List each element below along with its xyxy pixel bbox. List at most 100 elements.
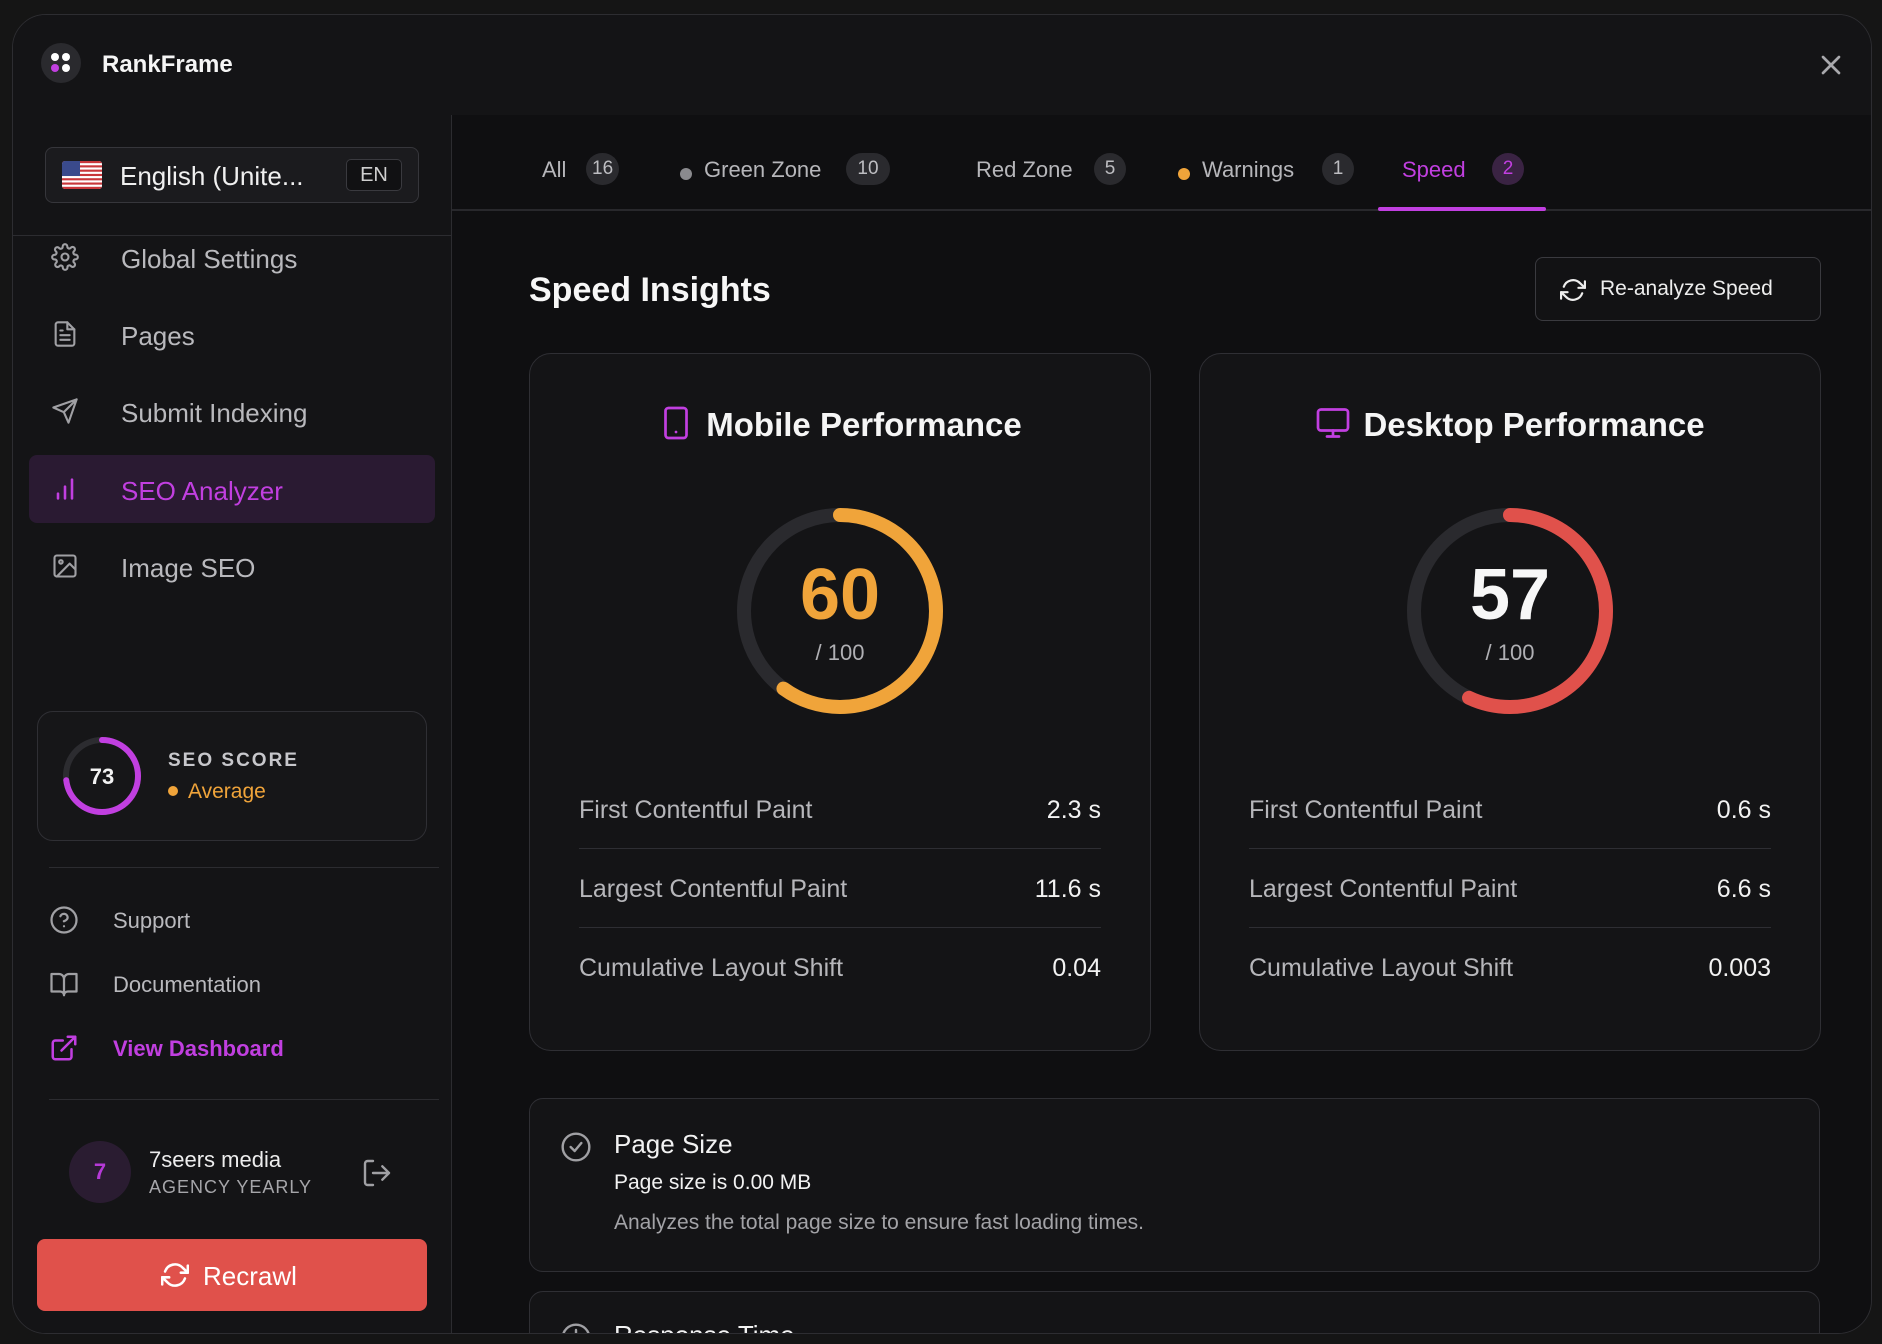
metric-name: Largest Contentful Paint [1249, 875, 1518, 903]
main-panel: All 16 Green Zone 10 Red Zone 5 Warnings… [452, 115, 1871, 1333]
check-title: Page Size [614, 1129, 733, 1159]
metric-name: Cumulative Layout Shift [1249, 954, 1514, 982]
metric-name: Cumulative Layout Shift [579, 954, 844, 982]
tab-green-zone[interactable]: Green Zone 10 [680, 147, 900, 207]
tab-bar: All 16 Green Zone 10 Red Zone 5 Warnings… [452, 115, 1871, 211]
card-header: Desktop Performance [1200, 406, 1820, 447]
metric-row: First Contentful Paint 2.3 s [579, 770, 1101, 849]
mobile-score-value: 60 [799, 555, 881, 635]
documentation-label: Documentation [113, 972, 261, 997]
tab-count: 2 [1492, 153, 1524, 185]
title-bar: RankFrame [13, 15, 1871, 115]
seo-score-label: SEO SCORE [168, 750, 299, 771]
refresh-icon [1560, 279, 1586, 301]
active-tab-indicator [1378, 207, 1546, 211]
sidebar-item-seo-analyzer[interactable]: SEO Analyzer [29, 455, 435, 523]
tab-label: All [542, 157, 567, 182]
card-header: Mobile Performance [530, 406, 1150, 447]
logout-icon [363, 1159, 391, 1187]
page-title: Speed Insights [529, 271, 771, 309]
language-selector[interactable]: English (Unite... EN [45, 147, 419, 203]
tab-count: 10 [846, 153, 890, 185]
reanalyze-speed-button[interactable]: Re-analyze Speed [1535, 257, 1821, 321]
seo-score-ring: 73 [62, 736, 142, 816]
app-window: RankFrame English (Unite... [12, 14, 1872, 1334]
external-link-icon [51, 1035, 77, 1061]
language-name: English (Unite... [120, 161, 304, 191]
sidebar-item-label: Pages [121, 321, 195, 351]
tab-all[interactable]: All 16 [542, 147, 640, 207]
recrawl-button[interactable]: Recrawl [37, 1239, 427, 1311]
close-button[interactable] [1815, 49, 1847, 81]
book-icon [50, 972, 78, 997]
monitor-icon [1317, 408, 1350, 439]
sidebar-item-submit-indexing[interactable]: Submit Indexing [29, 377, 435, 445]
card-title: Mobile Performance [706, 406, 1022, 443]
sidebar: English (Unite... EN Global Settings Pag… [13, 115, 452, 1333]
sidebar-divider [49, 1099, 439, 1100]
check-description: Analyzes the total page size to ensure f… [614, 1211, 1144, 1234]
mobile-performance-card: Mobile Performance 60 / 100 First Conten… [529, 353, 1151, 1051]
sidebar-item-label: Image SEO [121, 553, 256, 583]
document-icon [54, 321, 76, 347]
metric-value: 6.6 s [1716, 875, 1771, 903]
view-dashboard-label: View Dashboard [113, 1036, 284, 1061]
metric-value: 0.6 s [1716, 796, 1771, 824]
gear-icon [51, 243, 79, 271]
seo-score-value: 73 [90, 764, 114, 789]
sidebar-divider [13, 235, 451, 236]
sidebar-item-global-settings[interactable]: Global Settings [29, 223, 435, 291]
tab-label: Warnings [1202, 157, 1295, 182]
check-circle-icon [561, 1132, 591, 1162]
sidebar-item-label: Global Settings [121, 244, 298, 274]
tab-label: Speed [1402, 157, 1466, 182]
desktop-score-value: 57 [1469, 555, 1551, 635]
language-code: EN [346, 159, 402, 191]
sidebar-item-label: Submit Indexing [121, 398, 308, 428]
tab-warnings[interactable]: Warnings 1 [1178, 147, 1378, 207]
response-time-check[interactable]: Response Time [529, 1291, 1820, 1333]
image-icon [53, 554, 77, 578]
status-dot [168, 786, 178, 796]
tab-speed[interactable]: Speed 2 [1402, 147, 1568, 207]
bar-chart-icon [56, 478, 74, 500]
sidebar-item-image-seo[interactable]: Image SEO [29, 532, 435, 600]
us-flag-icon [62, 161, 102, 189]
seo-score-status-text: Average [188, 780, 266, 803]
mobile-score-gauge: 60 / 100 [733, 504, 947, 718]
send-icon [52, 398, 78, 424]
metric-value: 11.6 s [1034, 875, 1101, 903]
status-dot [680, 168, 692, 180]
status-dot [1178, 168, 1190, 180]
reanalyze-label: Re-analyze Speed [1600, 277, 1773, 300]
metric-value: 0.04 [1052, 954, 1101, 982]
metric-row: First Contentful Paint 0.6 s [1249, 770, 1771, 849]
desktop-performance-card: Desktop Performance 57 / 100 First Conte… [1199, 353, 1821, 1051]
recrawl-label: Recrawl [203, 1261, 297, 1291]
avatar: 7 [69, 1141, 131, 1203]
app-name: RankFrame [102, 51, 233, 78]
tab-count: 5 [1094, 153, 1126, 185]
logout-button[interactable] [361, 1157, 393, 1189]
seo-score-card: 73 SEO SCORE Average [37, 711, 427, 841]
check-result: Page size is 0.00 MB [614, 1171, 812, 1194]
score-denominator: / 100 [1485, 640, 1535, 665]
tab-label: Green Zone [704, 157, 822, 182]
metric-value: 2.3 s [1046, 796, 1101, 824]
page-size-check[interactable]: Page Size Page size is 0.00 MB Analyzes … [529, 1098, 1820, 1272]
sidebar-item-pages[interactable]: Pages [29, 300, 435, 368]
metric-row: Largest Contentful Paint 6.6 s [1249, 849, 1771, 928]
user-plan: AGENCY YEARLY [149, 1177, 313, 1197]
smartphone-icon [664, 406, 689, 440]
check-title: Response Time [614, 1320, 795, 1333]
app-logo [41, 43, 81, 83]
user-name: 7seers media [149, 1147, 282, 1172]
seo-score-status: Average [168, 780, 266, 804]
tab-red-zone[interactable]: Red Zone 5 [976, 147, 1136, 207]
sidebar-divider [49, 867, 439, 868]
tab-count: 1 [1322, 153, 1354, 185]
tab-label: Red Zone [976, 157, 1073, 182]
close-icon [1821, 55, 1841, 75]
tab-count: 16 [586, 153, 620, 185]
clock-icon [562, 1323, 590, 1333]
